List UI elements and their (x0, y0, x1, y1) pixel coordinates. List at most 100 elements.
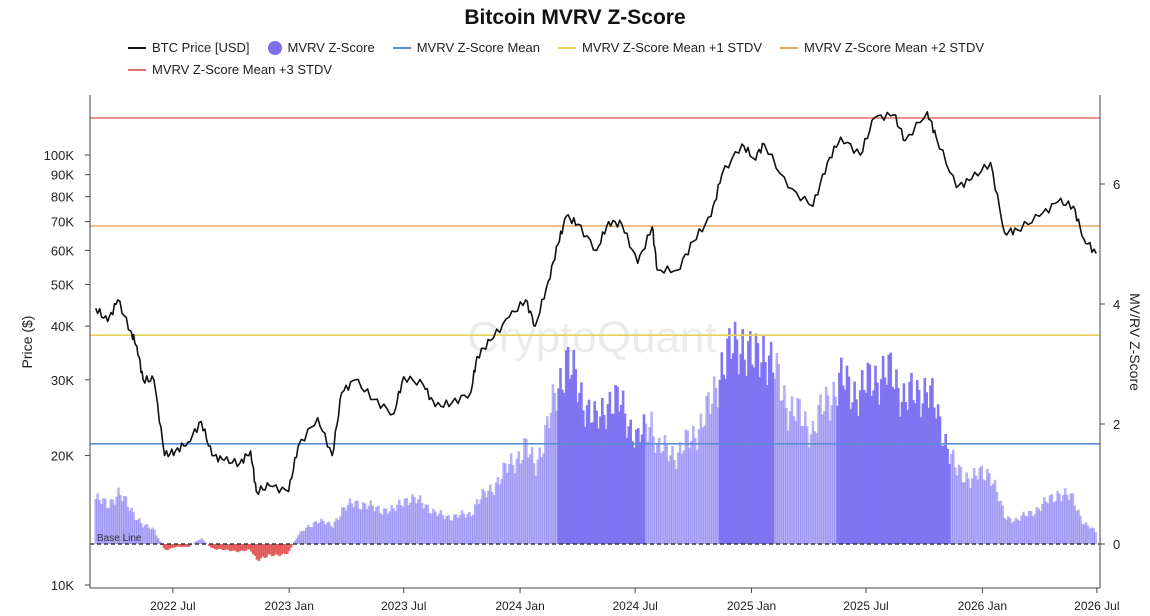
zscore-bar (737, 374, 741, 544)
legend-item-mean-plus-3[interactable]: MVRV Z-Score Mean +3 STDV (128, 62, 332, 77)
zscore-bar (138, 518, 141, 544)
zscore-bar (1062, 495, 1065, 544)
zscore-bar (1088, 528, 1092, 544)
zscore-bar (553, 393, 557, 544)
zscore-bar (963, 482, 966, 544)
zscore-bar (1084, 522, 1088, 544)
zscore-bar (551, 384, 555, 544)
zscore-bar (843, 389, 847, 544)
zscore-bar (426, 505, 429, 544)
zscore-bar (312, 522, 316, 544)
zscore-bar (587, 399, 591, 544)
zscore-bar (475, 499, 479, 544)
zscore-bar (654, 452, 657, 544)
zscore-bar (219, 544, 223, 549)
zscore-bar (466, 514, 469, 544)
zscore-bar (153, 529, 156, 544)
zscore-bar (265, 544, 268, 558)
zscore-bar (504, 463, 507, 544)
zscore-bar (1031, 516, 1035, 544)
zscore-bar (229, 544, 232, 552)
legend-item-mean[interactable]: MVRV Z-Score Mean (392, 40, 540, 55)
zscore-bar (1003, 518, 1006, 544)
x-tick-label: 2024 Jul (612, 599, 657, 613)
zscore-bar (325, 522, 329, 544)
zscore-bar (534, 475, 538, 544)
zscore-bar (515, 458, 519, 544)
zscore-bar (625, 437, 629, 544)
zscore-bar (1014, 517, 1018, 544)
zscore-bar (363, 503, 367, 544)
zscore-bar (124, 496, 128, 544)
zscore-bar (1035, 507, 1039, 544)
zscore-bar (576, 402, 579, 544)
zscore-bar (221, 544, 225, 550)
zscore-bar (919, 417, 923, 544)
legend-item-mean-plus-2[interactable]: MVRV Z-Score Mean +2 STDV (780, 40, 984, 55)
zscore-bar (215, 544, 219, 550)
zscore-bar (904, 402, 908, 544)
legend-item-mvrv-zscore[interactable]: MVRV Z-Score (267, 40, 375, 55)
zscore-bar (640, 434, 644, 544)
zscore-bar (885, 385, 889, 544)
zscore-bar (316, 523, 319, 544)
zscore-bar (955, 475, 959, 544)
zscore-bar (802, 426, 805, 544)
zscore-bar (859, 390, 862, 544)
zscore-bar (1063, 488, 1067, 544)
zscore-bar (669, 455, 672, 544)
zscore-bar (610, 413, 614, 544)
zscore-bar (354, 501, 357, 544)
zscore-bar (912, 400, 915, 544)
legend-item-mean-plus-1[interactable]: MVRV Z-Score Mean +1 STDV (557, 40, 762, 55)
zscore-bar (96, 493, 99, 544)
zscore-bar (766, 385, 769, 544)
zscore-bar (172, 544, 175, 548)
zscore-bar (416, 499, 420, 544)
zscore-bar (940, 445, 944, 544)
zscore-bar (771, 372, 775, 544)
zscore-bar (460, 510, 464, 544)
zscore-bar (143, 525, 147, 544)
zscore-bar (895, 369, 898, 544)
zscore-bar (538, 447, 541, 544)
zscore-bar (1048, 495, 1052, 544)
zscore-bar (1046, 503, 1050, 544)
zscore-bar (862, 389, 866, 544)
zscore-bar (809, 434, 813, 544)
zscore-bar (176, 544, 179, 547)
zscore-bar (289, 544, 293, 548)
legend-item-btc-price[interactable]: BTC Price [USD] (128, 40, 250, 55)
zscore-bar (745, 375, 748, 544)
zscore-bar (369, 500, 373, 544)
zscore-bar (274, 544, 278, 554)
zscore-bar (773, 378, 777, 544)
zscore-bar (223, 544, 226, 551)
zscore-bar (813, 431, 817, 544)
zscore-bar (200, 538, 204, 544)
zscore-bar (692, 426, 695, 544)
zscore-bar (111, 499, 115, 544)
zscore-bar (781, 400, 784, 544)
zscore-bar (965, 472, 968, 544)
zscore-bar (864, 392, 868, 544)
zscore-bar (826, 395, 830, 544)
zscore-bar (769, 341, 773, 544)
zscore-bar (204, 542, 207, 544)
zscore-bar (420, 503, 424, 544)
zscore-bar (730, 358, 733, 544)
x-tick-label: 2023 Jan (265, 599, 314, 613)
zscore-bar (134, 520, 137, 544)
zscore-bar (170, 544, 173, 548)
zscore-bar (574, 369, 577, 544)
zscore-bar (897, 387, 900, 544)
zscore-bar (432, 508, 435, 544)
zscore-bar (564, 350, 568, 544)
zscore-bar (631, 441, 634, 544)
zscore-bar (614, 385, 617, 544)
zscore-bar (1033, 514, 1037, 544)
zscore-bar (754, 333, 758, 544)
zscore-bar (853, 381, 856, 544)
zscore-bar (435, 516, 439, 544)
zscore-bar (519, 463, 522, 544)
